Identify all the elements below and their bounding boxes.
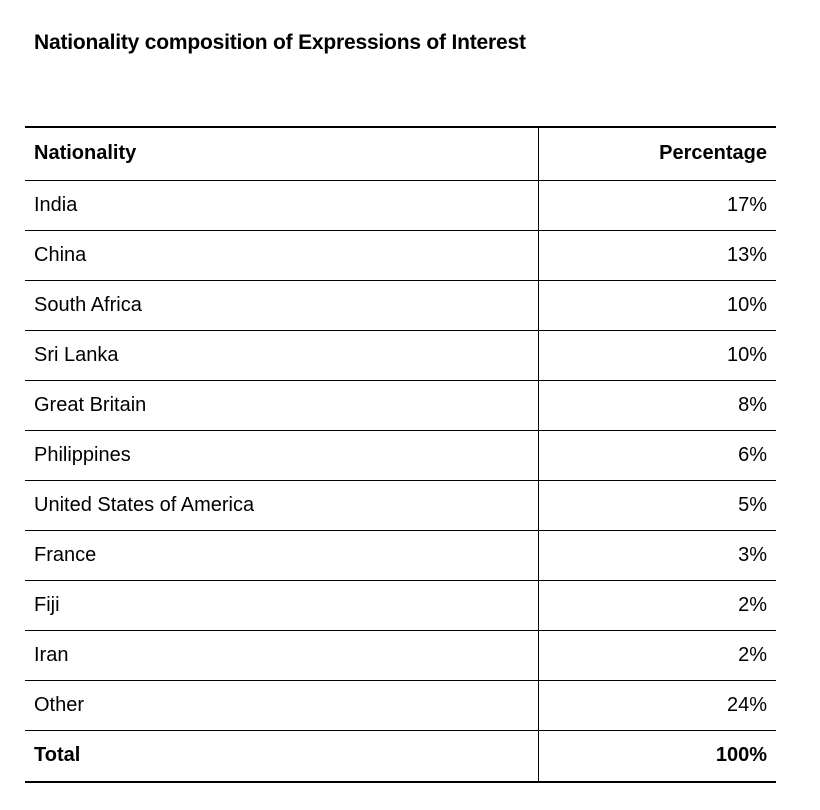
table-row: Iran 2%: [25, 630, 776, 681]
total-label: Total: [25, 730, 539, 783]
percentage-cell: 13%: [538, 230, 776, 281]
table-row: France 3%: [25, 530, 776, 581]
total-percentage: 100%: [538, 730, 776, 783]
nationality-cell: Other: [25, 680, 539, 731]
table-row: Philippines 6%: [25, 430, 776, 481]
percentage-cell: 3%: [538, 530, 776, 581]
column-header-nationality: Nationality: [25, 126, 539, 181]
percentage-cell: 17%: [538, 180, 776, 231]
nationality-cell: South Africa: [25, 280, 539, 331]
table-row: United States of America 5%: [25, 480, 776, 531]
total-row: Total 100%: [25, 730, 776, 783]
percentage-cell: 24%: [538, 680, 776, 731]
percentage-cell: 5%: [538, 480, 776, 531]
nationality-cell: Sri Lanka: [25, 330, 539, 381]
nationality-cell: Fiji: [25, 580, 539, 631]
column-header-percentage: Percentage: [538, 126, 776, 181]
table-header-row: Nationality Percentage: [25, 126, 776, 181]
nationality-cell: United States of America: [25, 480, 539, 531]
nationality-cell: France: [25, 530, 539, 581]
nationality-cell: Philippines: [25, 430, 539, 481]
table-row: Sri Lanka 10%: [25, 330, 776, 381]
table-row: India 17%: [25, 180, 776, 231]
percentage-cell: 6%: [538, 430, 776, 481]
table-row: Fiji 2%: [25, 580, 776, 631]
document-title: Nationality composition of Expressions o…: [34, 31, 526, 54]
percentage-cell: 10%: [538, 330, 776, 381]
nationality-cell: China: [25, 230, 539, 281]
nationality-cell: Iran: [25, 630, 539, 681]
nationality-cell: Great Britain: [25, 380, 539, 431]
nationality-cell: India: [25, 180, 539, 231]
table-row: Other 24%: [25, 680, 776, 731]
percentage-cell: 10%: [538, 280, 776, 331]
percentage-cell: 2%: [538, 630, 776, 681]
table-row: Great Britain 8%: [25, 380, 776, 431]
percentage-cell: 2%: [538, 580, 776, 631]
table-row: China 13%: [25, 230, 776, 281]
percentage-cell: 8%: [538, 380, 776, 431]
nationality-table: Nationality Percentage India 17% China 1…: [25, 126, 776, 783]
table-row: South Africa 10%: [25, 280, 776, 331]
